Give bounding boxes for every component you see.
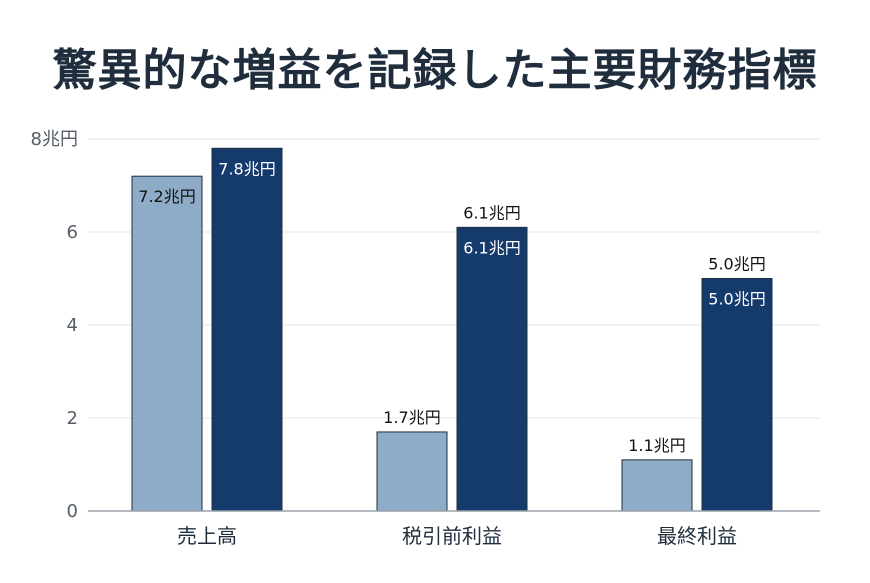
x-category-label: 売上高 bbox=[177, 524, 237, 548]
y-tick-label: 6 bbox=[67, 222, 78, 243]
bar bbox=[621, 459, 693, 512]
chart-title: 驚異的な増益を記録した主要財務指標 bbox=[52, 45, 818, 96]
bar bbox=[376, 431, 448, 512]
y-tick-label: 0 bbox=[67, 501, 78, 522]
y-tick-label: 8兆円 bbox=[31, 129, 78, 150]
data-label-outside: 5.0兆円 bbox=[708, 255, 765, 274]
data-label: 5.0兆円 bbox=[708, 290, 765, 309]
y-tick-label: 2 bbox=[67, 408, 78, 429]
x-category-label: 税引前利益 bbox=[402, 524, 502, 548]
data-label: 7.2兆円 bbox=[138, 187, 195, 206]
x-category-label: 最終利益 bbox=[657, 524, 737, 548]
data-label: 6.1兆円 bbox=[463, 238, 520, 257]
y-tick-label: 4 bbox=[67, 315, 78, 336]
data-label: 7.8兆円 bbox=[218, 159, 275, 178]
bar bbox=[701, 278, 773, 512]
data-label: 1.7兆円 bbox=[383, 408, 440, 427]
bar bbox=[211, 147, 283, 512]
data-label: 1.1兆円 bbox=[628, 436, 685, 455]
bar bbox=[456, 226, 528, 512]
data-label-outside: 6.1兆円 bbox=[463, 203, 520, 222]
bar bbox=[131, 175, 203, 512]
